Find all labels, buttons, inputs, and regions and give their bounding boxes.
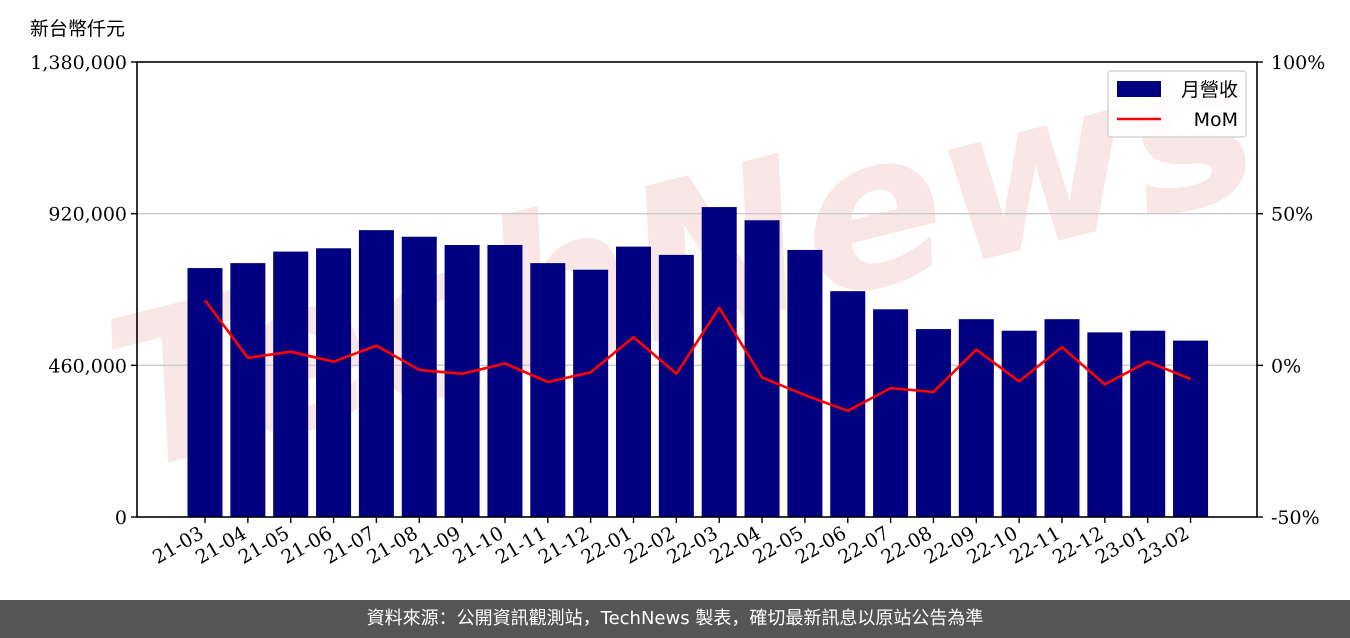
revenue-bar (358, 230, 394, 518)
revenue-bar (1130, 330, 1166, 517)
legend: 月營收 MoM (1107, 70, 1247, 138)
y-tick-label: 460,000 (48, 355, 127, 377)
revenue-bar (444, 244, 480, 517)
revenue-chart: TechNews 0460,000920,0001,380,000-50%0%5… (30, 0, 1325, 569)
revenue-bar (487, 244, 523, 517)
revenue-bar (187, 268, 223, 517)
y-axis-unit-label: 新台幣仟元 (30, 18, 126, 40)
revenue-bar (958, 319, 994, 517)
y2-tick-label: 50% (1271, 204, 1313, 226)
revenue-bar (530, 263, 566, 517)
revenue-bar (658, 254, 694, 517)
x-tick-label: 23-02 (1135, 522, 1193, 568)
legend-label-mom: MoM (1194, 109, 1238, 131)
y-tick-label: 920,000 (48, 204, 127, 226)
revenue-bar (230, 263, 266, 517)
y2-tick-label: -50% (1271, 507, 1320, 529)
plot-frame (136, 61, 1258, 518)
revenue-bar (1087, 332, 1123, 517)
revenue-bar (787, 249, 823, 517)
revenue-bar (1044, 319, 1080, 517)
revenue-bar (744, 220, 780, 517)
bar-series (187, 207, 1209, 518)
y-tick-label: 1,380,000 (30, 52, 127, 74)
revenue-bar (915, 329, 951, 517)
mom-line (203, 299, 1192, 413)
revenue-bar (873, 309, 909, 517)
source-footer: 資料來源：公開資訊觀測站，TechNews 製表，確切最新訊息以原站公告為準 (0, 600, 1350, 638)
y2-tick-label: 100% (1271, 52, 1325, 74)
y2-tick-label: 0% (1271, 355, 1301, 377)
revenue-bar (573, 269, 609, 517)
revenue-bar (1173, 340, 1209, 517)
y-tick-label: 0 (115, 507, 127, 529)
revenue-bar (701, 207, 737, 518)
legend-label-revenue: 月營收 (1181, 79, 1238, 101)
legend-swatch-revenue (1117, 81, 1161, 97)
revenue-bar (616, 246, 651, 517)
revenue-bar (401, 236, 437, 517)
revenue-bar (1001, 330, 1037, 517)
mom-line-series (203, 299, 1192, 413)
revenue-bar (273, 251, 309, 518)
revenue-bar (316, 248, 352, 517)
